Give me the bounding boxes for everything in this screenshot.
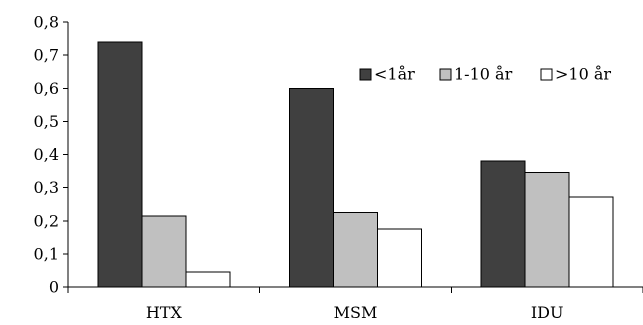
y-tick-label: 0,6 [34,79,59,98]
axes [67,22,643,288]
legend-swatch-series-3 [540,68,553,81]
y-tick-label: 0,1 [34,244,59,263]
bar-idu-series-1 [480,160,526,288]
bar-msm-series-1 [289,87,334,288]
x-axis-ticks [67,287,643,293]
bar-htx-series-3 [185,271,231,288]
bar-msm-series-3 [377,228,422,288]
legend-label-series-3: >10 år [555,65,611,84]
bar-idu-series-3 [568,196,614,288]
x-category-label: HTX [146,303,183,322]
y-tick-label: 0,7 [34,46,59,65]
bar-msm-series-2 [333,211,378,288]
y-tick-label: 0,5 [34,112,59,131]
y-tick-label: 0,8 [34,13,59,32]
y-tick-label: 0,3 [34,178,59,197]
y-axis-ticks [63,21,68,288]
bars [97,41,614,288]
legend-swatch-series-2 [439,68,452,81]
y-tick-label: 0,4 [34,145,59,164]
bar-htx-series-2 [141,215,187,288]
x-category-label: IDU [531,303,564,322]
x-axis-category-labels: HTX MSM IDU [146,303,564,322]
legend: <1år 1-10 år >10 år [359,65,611,84]
bar-idu-series-2 [524,172,570,288]
x-category-label: MSM [334,303,378,322]
y-tick-label: 0 [49,278,59,297]
legend-swatch-series-1 [359,68,372,81]
y-tick-label: 0,2 [34,211,59,230]
bar-htx-series-1 [97,41,143,288]
legend-label-series-1: <1år [374,65,415,84]
y-axis-tick-labels: 0 0,1 0,2 0,3 0,4 0,5 0,6 0,7 0,8 [34,13,59,297]
legend-label-series-2: 1-10 år [454,65,513,84]
